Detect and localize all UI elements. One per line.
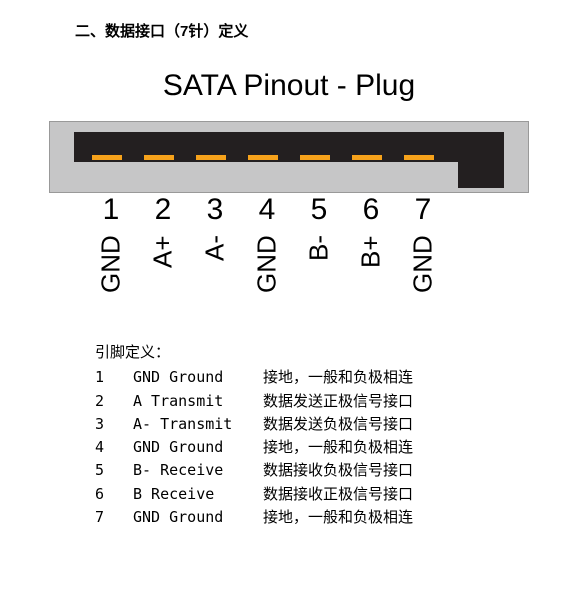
connector-pin bbox=[248, 155, 278, 160]
pin-numbers-row: 1234567 bbox=[49, 193, 529, 227]
cell-pin-num: 7 bbox=[95, 506, 133, 529]
pin-labels-row: GNDA+A-GNDB-B+GND bbox=[49, 235, 529, 315]
cell-pin-name: B- Receive bbox=[133, 459, 263, 482]
connector-key-notch bbox=[458, 132, 504, 188]
diagram-title: SATA Pinout - Plug bbox=[0, 69, 578, 103]
cell-pin-name: GND Ground bbox=[133, 506, 263, 529]
pin-label: GND bbox=[397, 235, 449, 315]
connector-pin bbox=[404, 155, 434, 160]
table-row: 4GND Ground接地，一般和负极相连 bbox=[95, 436, 413, 459]
pin-number: 4 bbox=[241, 193, 293, 227]
pin-number: 3 bbox=[189, 193, 241, 227]
pin-label: B+ bbox=[345, 235, 397, 315]
cell-pin-num: 6 bbox=[95, 483, 133, 506]
cell-pin-desc: 数据发送负极信号接口 bbox=[263, 413, 413, 436]
cell-pin-desc: 数据接收负极信号接口 bbox=[263, 459, 413, 482]
pin-number: 6 bbox=[345, 193, 397, 227]
connector-pin bbox=[92, 155, 122, 160]
cell-pin-desc: 数据接收正极信号接口 bbox=[263, 483, 413, 506]
connector-body bbox=[49, 121, 529, 193]
pin-number: 7 bbox=[397, 193, 449, 227]
cell-pin-name: A Transmit bbox=[133, 390, 263, 413]
cell-pin-num: 3 bbox=[95, 413, 133, 436]
pin-label: A- bbox=[189, 235, 241, 315]
cell-pin-desc: 接地，一般和负极相连 bbox=[263, 366, 413, 389]
connector-pin bbox=[196, 155, 226, 160]
cell-pin-desc: 接地，一般和负极相连 bbox=[263, 436, 413, 459]
pin-label: B- bbox=[293, 235, 345, 315]
table-row: 3A- Transmit数据发送负极信号接口 bbox=[95, 413, 413, 436]
pin-label: GND bbox=[241, 235, 293, 315]
cell-pin-desc: 数据发送正极信号接口 bbox=[263, 390, 413, 413]
section-heading: 二、数据接口（7针）定义 bbox=[0, 20, 578, 41]
connector-pin bbox=[352, 155, 382, 160]
table-row: 7GND Ground接地，一般和负极相连 bbox=[95, 506, 413, 529]
pin-number: 1 bbox=[85, 193, 137, 227]
cell-pin-name: B Receive bbox=[133, 483, 263, 506]
connector-pin bbox=[300, 155, 330, 160]
pinout-table-area: 引脚定义： 1GND Ground接地，一般和负极相连2A Transmit数据… bbox=[0, 341, 578, 529]
pin-number: 5 bbox=[293, 193, 345, 227]
connector-pin bbox=[144, 155, 174, 160]
connector-slot bbox=[74, 132, 458, 162]
cell-pin-name: A- Transmit bbox=[133, 413, 263, 436]
cell-pin-desc: 接地，一般和负极相连 bbox=[263, 506, 413, 529]
cell-pin-num: 4 bbox=[95, 436, 133, 459]
cell-pin-name: GND Ground bbox=[133, 366, 263, 389]
table-heading: 引脚定义： bbox=[95, 341, 578, 364]
cell-pin-num: 1 bbox=[95, 366, 133, 389]
cell-pin-name: GND Ground bbox=[133, 436, 263, 459]
pin-label: GND bbox=[85, 235, 137, 315]
pin-number: 2 bbox=[137, 193, 189, 227]
pin-label: A+ bbox=[137, 235, 189, 315]
table-row: 5B- Receive数据接收负极信号接口 bbox=[95, 459, 413, 482]
table-row: 2A Transmit数据发送正极信号接口 bbox=[95, 390, 413, 413]
table-row: 1GND Ground接地，一般和负极相连 bbox=[95, 366, 413, 389]
table-row: 6B Receive数据接收正极信号接口 bbox=[95, 483, 413, 506]
cell-pin-num: 5 bbox=[95, 459, 133, 482]
pinout-table: 1GND Ground接地，一般和负极相连2A Transmit数据发送正极信号… bbox=[95, 366, 413, 529]
cell-pin-num: 2 bbox=[95, 390, 133, 413]
connector-diagram: 1234567 GNDA+A-GNDB-B+GND bbox=[0, 121, 578, 335]
